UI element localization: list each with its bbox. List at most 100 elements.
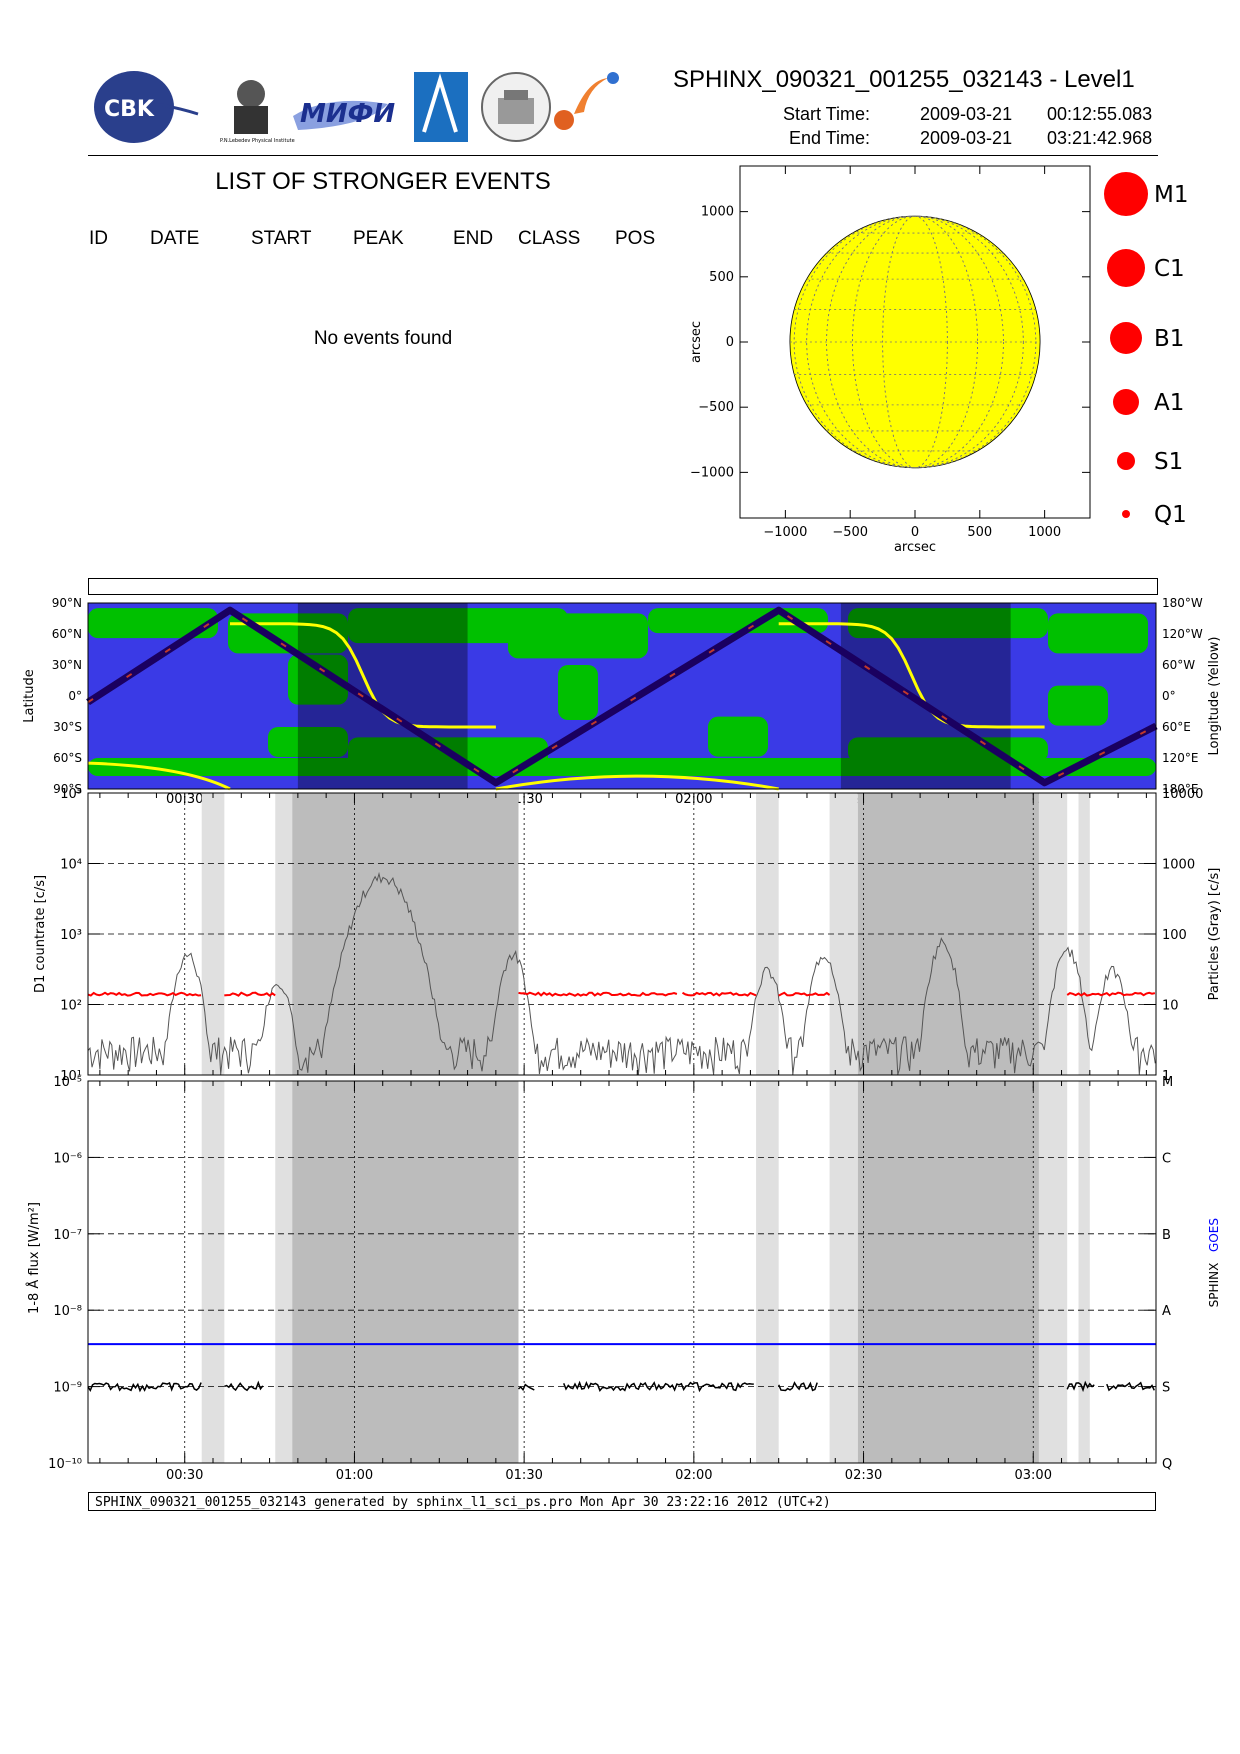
- flux-class-tick-label: Q: [1162, 1457, 1172, 1472]
- d1-y2-tick-label: 1000: [1162, 858, 1195, 873]
- timeseries-svg: 90°N 180°W 60°N 120°W 30°N 60°W 0° 0° 30°S 60°E 60…: [22, 596, 1222, 1483]
- legend-dot-s1: [1117, 452, 1135, 470]
- flux-x-tick-label: 02:30: [845, 1468, 882, 1483]
- legend-label-s1: S1: [1154, 449, 1183, 475]
- flux-class-tick-label: C: [1162, 1151, 1171, 1166]
- orbit-land: [288, 654, 348, 705]
- d1-y2-tick-label: 1: [1162, 1069, 1170, 1084]
- end-time-row: End Time: 2009-03-21 03:21:42.968: [690, 128, 1160, 152]
- flux-x-tick-label: 01:00: [336, 1468, 373, 1483]
- d1-y-tick-label: 10⁴: [60, 858, 82, 873]
- mifi-logo: МИФИ: [293, 99, 395, 130]
- legend-label-a1: A1: [1154, 390, 1184, 416]
- orbit-land: [848, 608, 1048, 639]
- legend-dot-b1: [1110, 322, 1142, 354]
- longitude-tick-label: 0°: [1162, 689, 1176, 703]
- sun-x-tick-label: 0: [911, 525, 919, 540]
- d1-countrate-series: [681, 991, 757, 997]
- legend-dot-q1: [1122, 510, 1130, 518]
- end-time-date: 2009-03-21: [920, 128, 1013, 148]
- sphinx-legend-label: SPHINX: [1207, 1263, 1221, 1308]
- longitude-curve: [230, 622, 496, 729]
- flux-class-tick-label: M: [1162, 1075, 1173, 1090]
- latitude-tick-label: 30°S: [53, 720, 82, 734]
- header-divider: [88, 155, 1158, 156]
- sphinx-flux-series: [778, 1381, 818, 1392]
- sphinx-flux-series: [1066, 1380, 1095, 1393]
- orbit-night-shade: [840, 603, 1011, 789]
- svg-text:МИФИ: МИФИ: [300, 99, 395, 129]
- sun-y-tick-label: 0: [726, 335, 734, 350]
- orbit-y2-axis-label: Longitude (Yellow): [1207, 637, 1222, 756]
- saa-shade: [201, 1081, 225, 1463]
- sun-y-axis-label: arcsec: [689, 321, 704, 363]
- d1-countrate-series: [87, 991, 202, 997]
- col-date: DATE: [150, 228, 200, 249]
- disk-grid-longitude: [793, 215, 1037, 469]
- logo-strip: CBK P.N.Lebedev Physical Institute МИФИ: [94, 71, 619, 144]
- wroclaw-logo: [481, 72, 551, 142]
- status-bar: [88, 578, 1158, 595]
- legend-dot-a1: [1113, 389, 1139, 415]
- longitude-tick-label: 180°E: [1162, 782, 1199, 796]
- longitude-tick-label: 120°E: [1162, 751, 1199, 765]
- logo-row: CBK P.N.Lebedev Physical Institute МИФИ: [88, 64, 648, 150]
- longitude-curve: [495, 774, 779, 791]
- no-events-message: No events found: [313, 328, 453, 349]
- legend-dot-m1: [1104, 172, 1148, 216]
- flux-x-tick-label: 03:00: [1015, 1468, 1052, 1483]
- latitude-tick-label: 30°N: [52, 658, 82, 672]
- eclipse-shade: [292, 793, 519, 1075]
- satellite-track-highlight: [87, 609, 1157, 784]
- events-heading: LIST OF STRONGER EVENTS: [215, 168, 551, 195]
- goes-legend-label: GOES: [1207, 1218, 1221, 1252]
- flux-y-tick-label: 10⁻¹⁰: [48, 1457, 82, 1472]
- report-title: SPHINX_090321_001255_032143 - Level1: [673, 66, 1135, 93]
- d1-countrate-series: [1066, 991, 1156, 997]
- saa-shade: [1078, 793, 1090, 1075]
- flux-y-tick-label: 10⁻⁵: [53, 1075, 82, 1090]
- longitude-tick-label: 60°E: [1162, 720, 1191, 734]
- disk-grid-longitude: [826, 215, 1004, 469]
- flux-frame: [87, 1080, 1157, 1464]
- d1-y2-tick-label: 10: [1162, 999, 1179, 1014]
- d1-countrate-series: [224, 991, 276, 997]
- sun-x-tick-label: 500: [967, 525, 992, 540]
- start-time-clock: 00:12:55.083: [1047, 104, 1153, 124]
- latitude-tick-label: 90°S: [53, 782, 82, 796]
- end-time-label: End Time:: [788, 128, 870, 148]
- flux-y-tick-label: 10⁻⁶: [53, 1151, 82, 1166]
- sphinx-flux-series: [563, 1380, 754, 1393]
- legend-label-q1: Q1: [1154, 502, 1187, 528]
- flux-x-tick-label: 01:30: [505, 1468, 542, 1483]
- eclipse-shade: [292, 1081, 519, 1463]
- d1-y-tick-label: 10³: [60, 928, 82, 943]
- start-time-row: Start Time: 2009-03-21 00:12:55.083: [690, 104, 1160, 128]
- svg-text:P.N.Lebedev Physical Institute: P.N.Lebedev Physical Institute: [220, 138, 295, 144]
- footer-caption: SPHINX_090321_001255_032143 generated by…: [88, 1492, 1156, 1511]
- flux-class-tick-label: B: [1162, 1228, 1171, 1243]
- col-id: ID: [89, 228, 108, 249]
- orbit-night-shade: [297, 603, 468, 789]
- sun-y-tick-label: 1000: [701, 205, 734, 220]
- saa-shade: [275, 1081, 293, 1463]
- col-start: START: [251, 228, 312, 249]
- col-class: CLASS: [518, 228, 581, 249]
- legend-dot-c1: [1107, 249, 1145, 287]
- particles-series: [87, 871, 1156, 1076]
- sphinx-flux-series: [87, 1381, 202, 1393]
- sun-disk-svg: −1000 −1000 −500 −500 0 0 500 500 1000 1000 arcsec…: [689, 165, 1091, 555]
- latitude-tick-label: 60°S: [53, 751, 82, 765]
- d1-countrate-series: [518, 991, 678, 997]
- sun-disk-chart: −1000 −1000 −500 −500 0 0 500 500 1000 1000 arcsec…: [680, 162, 1120, 562]
- sun-x-axis-label: arcsec: [894, 540, 936, 555]
- class-legend-svg: M1 C1 B1 A1 S1 Q1: [1104, 172, 1188, 528]
- legend-label-b1: B1: [1154, 326, 1184, 352]
- sun-x-tick-label: 1000: [1028, 525, 1061, 540]
- eclipse-shade: [857, 1081, 1039, 1463]
- sphinx-flux-series: [224, 1380, 264, 1392]
- cbk-logo: CBK: [94, 71, 199, 143]
- orbit-land: [708, 716, 768, 757]
- orbit-y-axis-label: Latitude: [22, 669, 37, 723]
- orbit-land: [88, 608, 218, 639]
